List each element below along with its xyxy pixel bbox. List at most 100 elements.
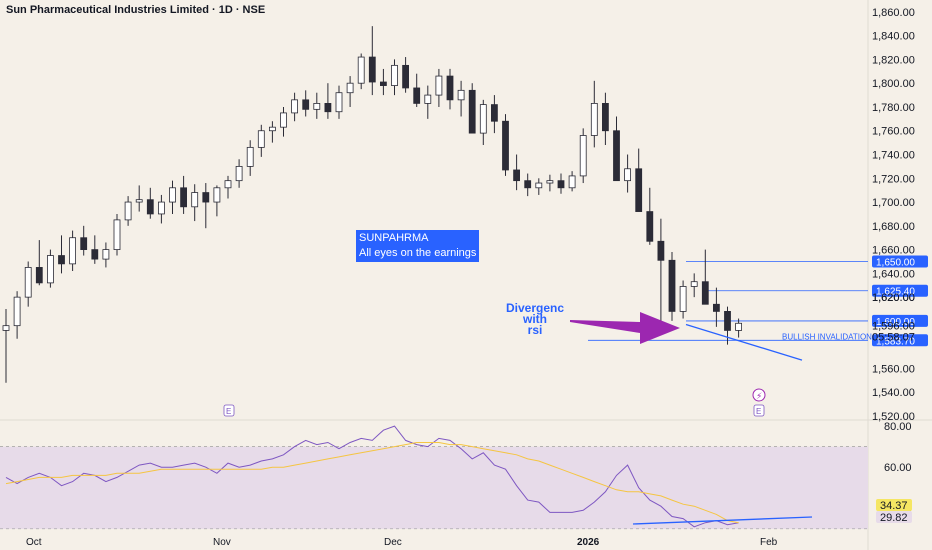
price-tick-label: 1,820.00 — [872, 54, 915, 66]
candle-body — [413, 87, 421, 104]
candle-body — [590, 103, 598, 136]
candle-body — [35, 267, 43, 284]
drawings: BULLISH INVALIDATION E E ⚡ — [223, 312, 872, 525]
divergence-line-2: with — [523, 312, 547, 326]
candle-body — [379, 81, 387, 86]
rsi-line — [5, 425, 739, 528]
bullish-invalidation-label: BULLISH INVALIDATION — [782, 332, 872, 341]
time-tick-label: Nov — [213, 537, 231, 548]
candle-body — [713, 303, 720, 312]
candle-body — [502, 120, 509, 171]
candle-body — [568, 175, 576, 189]
candle-body — [80, 237, 88, 250]
candle-body — [735, 322, 742, 331]
candle-body — [535, 182, 543, 189]
earnings-marker — [223, 404, 235, 417]
candle-body — [579, 135, 587, 177]
current-price-label: 1,596.00 — [872, 321, 915, 333]
price-tick-label: 1,800.00 — [872, 78, 915, 90]
price-tick-label: 1,700.00 — [872, 197, 915, 209]
candle-body — [180, 187, 188, 208]
candle-body — [368, 56, 376, 83]
candle-body — [224, 180, 232, 189]
candle-body — [613, 130, 620, 182]
price-tick-label: 1,540.00 — [872, 387, 915, 399]
countdown-label: 05:58:07 — [872, 332, 915, 344]
candle-body — [91, 249, 99, 260]
time-axis[interactable]: Oct Nov Dec 2026 Feb — [26, 537, 778, 548]
candle-body — [524, 180, 532, 189]
candle-body — [668, 259, 676, 312]
rsi-ma-line — [5, 442, 739, 524]
candle-body — [324, 103, 332, 113]
candle-body — [2, 325, 10, 331]
divergence-line-1: Divergenc — [505, 301, 565, 315]
candle-body — [602, 103, 609, 132]
level-tag: 1,650.00 — [876, 257, 915, 268]
candle-body — [235, 165, 243, 182]
candle-body — [213, 187, 221, 203]
price-tick-label: 1,660.00 — [872, 245, 915, 257]
level-tag-box — [872, 284, 928, 297]
candle-body — [335, 92, 343, 113]
price-tick-label-bottom: 1,520.00 — [872, 411, 915, 423]
candle-body — [24, 267, 32, 298]
lightning-icon-glyph: ⚡ — [756, 392, 762, 402]
candle-body — [690, 281, 698, 287]
candle-body — [257, 130, 265, 148]
price-tick-label: 1,640.00 — [872, 268, 915, 280]
candle-body — [513, 169, 520, 182]
candle-body — [446, 75, 454, 101]
earnings-marker — [753, 404, 765, 417]
candle-body — [47, 255, 54, 284]
candle-body — [624, 168, 631, 182]
level-tag: 1,583.70 — [876, 336, 915, 347]
candle-body — [646, 211, 654, 242]
earnings-marker-letter: E — [226, 407, 231, 416]
candle-body — [69, 237, 76, 265]
rsi-band — [0, 446, 868, 529]
candle-body — [635, 168, 643, 212]
candle-body — [157, 201, 165, 215]
candle-body — [135, 199, 143, 203]
candle-body — [268, 126, 276, 132]
candle-body — [146, 199, 154, 215]
price-tags: 1,650.00 1,625.40 1,600.00 1,583.70 1,596.00… — [872, 255, 928, 524]
candle-body — [457, 89, 465, 101]
rsi-trendline — [632, 516, 813, 525]
candle-body — [202, 192, 210, 203]
candle-body — [246, 146, 254, 167]
candle-body — [313, 103, 321, 110]
earnings-marker-letter: E — [756, 407, 761, 416]
time-tick-label: Feb — [760, 537, 778, 548]
rsi-value-tag: 29.82 — [880, 512, 908, 524]
candle-body — [191, 192, 199, 208]
candle-body — [724, 311, 731, 331]
candle-body — [280, 112, 287, 128]
candle-body — [546, 180, 554, 184]
partial-price-label: 1,620.00 — [872, 292, 915, 304]
time-tick-label: 2026 — [577, 537, 600, 548]
note-line-1: SUNPAHRMA — [359, 232, 429, 244]
candle-body — [479, 104, 487, 134]
candle-body — [468, 89, 476, 134]
level-tag-box — [872, 314, 928, 327]
time-tick-label: Oct — [26, 537, 42, 548]
candle-body — [357, 56, 365, 84]
price-tick-label: 1,720.00 — [872, 173, 915, 185]
candle-body — [302, 99, 310, 110]
candle-body — [124, 201, 132, 221]
candle-body — [701, 281, 709, 305]
support-trendline — [685, 323, 803, 361]
price-tick-label: 1,740.00 — [872, 150, 915, 162]
rsi-tick-label: 80.00 — [884, 421, 912, 433]
price-tick-label: 1,840.00 — [872, 31, 915, 43]
price-axis[interactable]: 1,540.00 1,560.00 1,620.00 1,640.00 1,660.00… — [872, 7, 915, 423]
candle-body — [402, 64, 410, 89]
candle-body — [657, 240, 665, 261]
candle-body — [58, 255, 65, 265]
candle-body — [113, 219, 121, 250]
